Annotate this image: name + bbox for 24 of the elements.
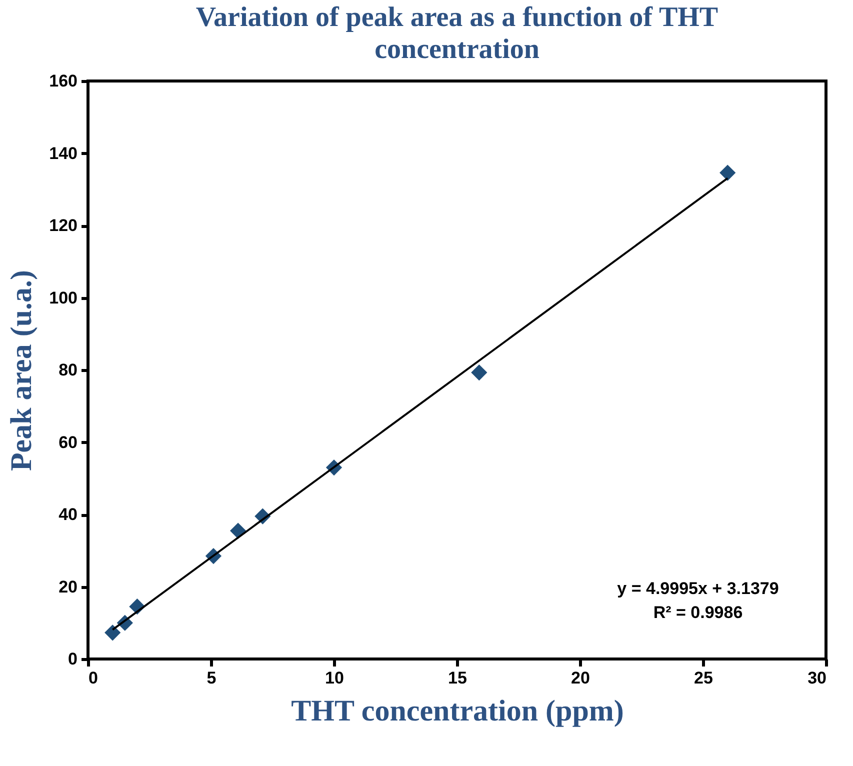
- point: [720, 164, 736, 181]
- x-tick-label: 5: [206, 668, 216, 688]
- point: [471, 364, 488, 381]
- y-tick-label: 160: [49, 72, 78, 90]
- y-tick-label: 60: [58, 432, 78, 452]
- y-tick-label: 80: [58, 360, 78, 380]
- x-tick-label: 30: [808, 668, 826, 688]
- x-tick-label: 15: [448, 668, 467, 688]
- y-tick-label: 100: [49, 288, 78, 308]
- y-tick-label: 40: [58, 505, 78, 524]
- y-tick-label: 120: [49, 216, 78, 235]
- y-tick-label: 0: [68, 650, 78, 668]
- point: [104, 624, 121, 641]
- x-tick-label: 25: [694, 668, 713, 688]
- x-tick-label: 20: [571, 668, 590, 688]
- annotation: y = 4.9995x + 3.1379: [617, 579, 779, 598]
- y-tick-label: 140: [49, 144, 78, 163]
- x-tick-label: 10: [325, 668, 344, 688]
- annotation: R² = 0.9986: [653, 603, 743, 622]
- y-tick-label: 20: [58, 577, 78, 596]
- x-axis-title: THT concentration (ppm): [291, 694, 624, 728]
- chart-title: Variation of peak area as a function of THT concentration: [196, 2, 718, 65]
- x-tick-label: 0: [88, 668, 98, 688]
- y-axis-title: Peak area (u.a.): [5, 270, 38, 472]
